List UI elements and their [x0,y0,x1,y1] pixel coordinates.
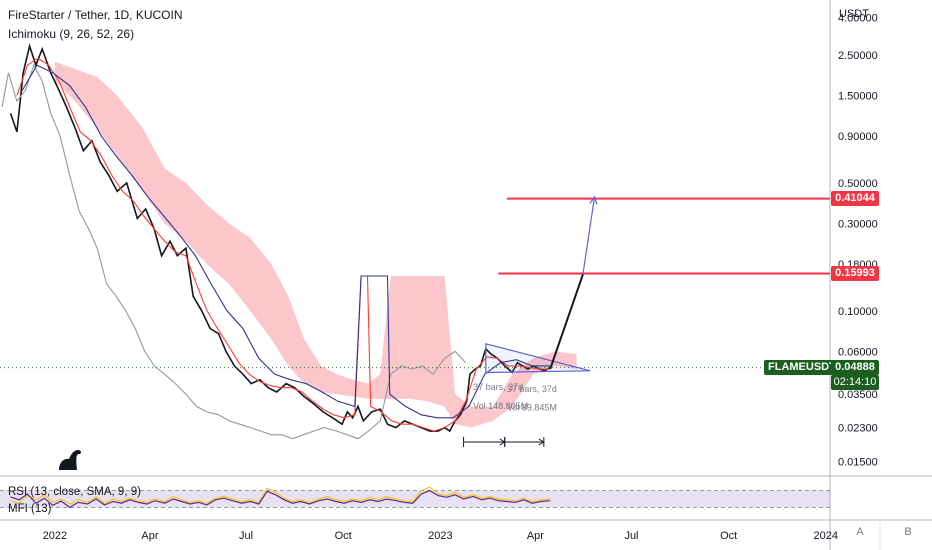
oscillator-pane [0,486,830,509]
x-tick-label: Jul [624,530,638,542]
measure-annotation: Vol 148.805M [473,401,528,411]
mfi-line [10,486,551,505]
currency-label: USDT [839,8,869,20]
x-tick-label: 2024 [814,530,838,542]
mfi-label: MFI (13) [8,503,52,515]
measure-annotation: 37 bars, 37d [473,382,523,392]
cloud-band [54,61,577,428]
level-price-tag: 0.15993 [831,265,879,281]
triangle-pattern [485,343,591,374]
x-tick-label: 2023 [428,530,452,542]
last-price-tag: 0.04888 [831,360,879,376]
ticker-tag: FLAMEUSDT [764,360,840,376]
y-tick-label: 0.10000 [838,306,878,318]
auto-scale-button[interactable]: B [904,526,912,538]
ichimoku-cloud [54,61,577,428]
chart-title: FireStarter / Tether, 1D, KUCOIN [8,8,183,22]
logo-icon[interactable] [56,446,84,472]
y-tick-label: 0.06000 [838,346,878,358]
log-scale-button[interactable]: A [856,526,864,538]
y-tick-label: 4.00000 [838,13,878,25]
y-tick-label: 0.50000 [838,178,878,190]
bar-countdown: 02:14:10 [831,375,879,391]
rsi-label: RSI (13, close, SMA, 9, 9) [8,486,141,498]
series-line [1,63,467,440]
y-tick-label: 0.03500 [838,389,878,401]
projection-line [549,274,584,370]
series-line [9,43,551,433]
y-tick-label: 0.90000 [838,131,878,143]
x-tick-label: Oct [720,530,737,542]
tick-labels: 4.00000 2.50000 1.50000 0.90000 0.50000 0.300… [43,13,878,542]
target-arrow-head [589,195,598,205]
y-tick-label: 1.50000 [838,91,878,103]
rsi-line [10,489,551,509]
y-tick-label: 0.02300 [838,423,878,435]
measure-range-arrow [538,438,545,446]
y-tick-label: 2.50000 [838,50,878,62]
series-line [21,64,551,419]
x-tick-label: Oct [335,530,352,542]
level-price-tag: 0.41044 [831,191,879,207]
measure-annotation: Vol 89.845M [507,403,557,413]
x-tick-label: Apr [141,530,158,542]
target-arrow [582,196,596,275]
measure-annotation: 37 bars, 37d [507,384,557,394]
price-series [1,43,551,440]
x-tick-label: Jul [239,530,253,542]
indicator-label: Ichimoku (9, 26, 52, 26) [8,27,135,41]
y-tick-label: 0.01500 [838,457,878,469]
x-tick-label: Apr [527,530,544,542]
x-tick-label: 2022 [43,530,67,542]
y-tick-label: 0.30000 [838,219,878,231]
